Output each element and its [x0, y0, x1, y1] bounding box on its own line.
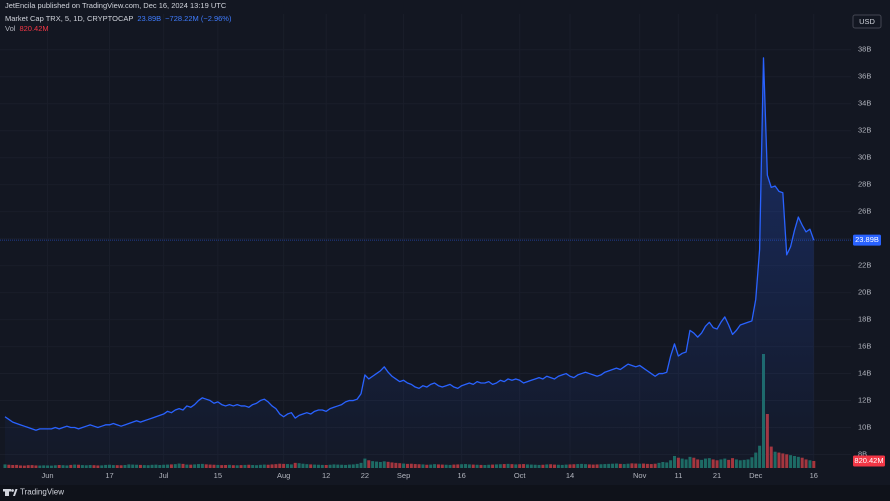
currency-label: USD	[859, 17, 875, 26]
legend-last-price: 23.89B	[137, 14, 162, 23]
y-tick-label: 18B	[858, 315, 871, 324]
y-tick-label: 14B	[858, 369, 871, 378]
publisher-line: JetEncila published on TradingView.com, …	[5, 1, 227, 10]
x-tick-label: Sep	[397, 471, 410, 480]
y-tick-label: 38B	[858, 45, 871, 54]
legend-change: −728.22M (−2.96%)	[165, 14, 232, 23]
volume-last-box	[853, 455, 885, 467]
x-tick-label: 16	[810, 471, 818, 480]
x-tick-label: Aug	[277, 471, 290, 480]
y-tick-label: 16B	[858, 342, 871, 351]
footer-bar	[0, 485, 890, 501]
x-tick-label: 14	[566, 471, 574, 480]
brand-logo	[3, 489, 18, 496]
volume-last: 820.42M	[19, 24, 49, 33]
volume-name: Vol	[5, 24, 16, 33]
y-tick-label: 8B	[858, 449, 867, 458]
y-tick-label: 32B	[858, 126, 871, 135]
brand-name: TradingView	[20, 488, 64, 497]
x-tick-label: 17	[105, 471, 113, 480]
y-tick-label: 10B	[858, 423, 871, 432]
y-tick-label: 22B	[858, 261, 871, 270]
x-tick-label: 22	[361, 471, 369, 480]
legend-main: Market Cap TRX, 5, 1D, CRYPTOCAP 23.89B −7…	[5, 14, 235, 24]
x-tick-label: 11	[674, 471, 682, 480]
x-tick-label: 12	[322, 471, 330, 480]
y-tick-label: 20B	[858, 288, 871, 297]
y-tick-label: 12B	[858, 396, 871, 405]
y-tick-label: 30B	[858, 153, 871, 162]
volume-last-label: 820.42M	[854, 456, 883, 465]
x-tick-label: Jul	[159, 471, 169, 480]
x-tick-label: Jun	[42, 471, 54, 480]
last-price-label: 23.89B	[855, 235, 879, 244]
legend-volume: Vol 820.42M	[5, 24, 53, 34]
x-tick-label: Oct	[514, 471, 527, 480]
series-name: Market Cap TRX, 5, 1D, CRYPTOCAP	[5, 14, 134, 23]
currency-box	[852, 14, 882, 29]
last-price-box	[853, 234, 881, 246]
price-line	[4, 57, 815, 431]
y-tick-label: 36B	[858, 72, 871, 81]
x-tick-label: Nov	[633, 471, 647, 480]
y-tick-label: 26B	[858, 207, 871, 216]
x-tick-label: 16	[457, 471, 465, 480]
y-tick-label: 34B	[858, 99, 871, 108]
x-tick-label: Dec	[749, 471, 763, 480]
y-tick-label: 28B	[858, 180, 871, 189]
x-tick-label: 21	[713, 471, 721, 480]
x-tick-label: 15	[214, 471, 222, 480]
